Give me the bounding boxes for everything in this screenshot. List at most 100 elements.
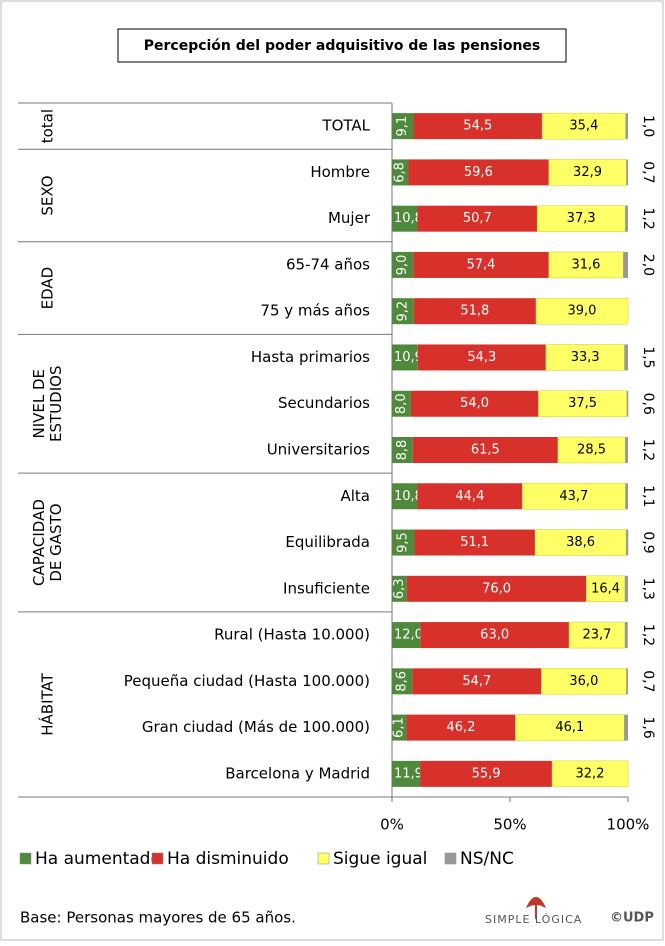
value-label: 51,1 — [460, 535, 489, 550]
group-label: EDAD — [39, 267, 57, 310]
value-label: 32,9 — [573, 165, 602, 180]
bar-segment — [538, 390, 628, 417]
bar-segment — [625, 483, 628, 510]
value-label: 35,4 — [569, 119, 598, 134]
value-label: 31,6 — [572, 257, 601, 272]
value-label: 54,3 — [467, 350, 496, 365]
value-label: 46,1 — [555, 720, 584, 735]
value-label: 59,6 — [464, 165, 493, 180]
category-label: Barcelona y Madrid — [225, 764, 370, 782]
group-label: DE GASTO — [47, 503, 65, 581]
value-label: 1,2 — [640, 439, 656, 461]
bar-segment — [410, 390, 539, 417]
bar-segment — [551, 760, 629, 788]
chart-title: Percepción del poder adquisitivo de las … — [144, 38, 541, 54]
value-label: 57,4 — [466, 257, 495, 272]
title-box — [117, 28, 567, 63]
value-label: 12,0 — [394, 628, 423, 643]
bar-segment — [548, 251, 624, 279]
bar-segment — [522, 483, 626, 510]
bar-segment — [624, 622, 628, 649]
legend-label: Ha aumentado — [35, 849, 161, 869]
legend-label: Sigue igual — [333, 849, 427, 869]
value-label: 61,5 — [471, 443, 500, 458]
value-label: 1,6 — [640, 716, 656, 738]
bar-segment — [408, 159, 549, 186]
source: Base: Personas mayores de 65 años. — [20, 909, 296, 927]
value-label: 43,7 — [559, 489, 588, 504]
bar-segment — [413, 113, 543, 140]
bar-segment — [392, 483, 418, 510]
value-label: 36,0 — [569, 674, 598, 689]
bar-segment — [413, 298, 536, 325]
value-label: 9,5 — [396, 532, 411, 553]
bar-segment — [624, 575, 628, 602]
value-label: 6,3 — [392, 578, 407, 599]
bar-segment — [515, 714, 625, 741]
category-label: Insuficiente — [283, 579, 370, 597]
value-label: 0,7 — [640, 161, 656, 183]
bar-segment — [625, 205, 628, 232]
category-label: Hasta primarios — [251, 348, 370, 366]
legend-swatch — [317, 852, 330, 865]
bar-segment — [406, 575, 587, 602]
value-label: 1,2 — [640, 208, 656, 230]
category-label: Secundarios — [278, 394, 370, 412]
bar-segment — [626, 668, 628, 695]
category-label: 75 y más años — [260, 302, 370, 320]
bar-segment — [392, 437, 413, 463]
bar-segment — [392, 622, 421, 649]
logo: SIMPLE LÓGICA — [485, 913, 582, 926]
bar-segment — [534, 529, 627, 556]
value-label: 10,8 — [394, 211, 423, 226]
bar-segment — [392, 298, 414, 325]
value-label: 8,6 — [395, 671, 410, 692]
legend-swatch — [444, 852, 457, 865]
value-label: 33,3 — [571, 350, 600, 365]
category-label: Equilibrada — [285, 533, 370, 551]
bar-segment — [392, 113, 414, 140]
value-label: 28,5 — [577, 443, 606, 458]
bar-segment — [392, 251, 414, 278]
bar-segment — [624, 344, 628, 371]
x-tick-label: 50% — [493, 816, 526, 834]
value-label: 8,8 — [395, 440, 410, 461]
group-label: SEXO — [39, 175, 57, 215]
value-label: 44,4 — [455, 489, 484, 504]
category-label: Pequeña ciudad (Hasta 100.000) — [124, 672, 370, 690]
bar-segment — [406, 714, 516, 741]
value-label: 9,2 — [395, 301, 410, 322]
category-label: 65-74 años — [286, 255, 370, 273]
bar-segment — [536, 205, 626, 232]
bar-segment — [413, 251, 549, 278]
value-label: 8,0 — [394, 393, 409, 414]
bar-segment — [545, 344, 625, 371]
bar-segment — [623, 251, 628, 278]
bar-segment — [392, 714, 407, 741]
value-label: 6,1 — [392, 717, 407, 738]
bar-segment — [624, 714, 628, 741]
value-label: 32,2 — [576, 766, 605, 781]
value-label: 55,9 — [472, 766, 501, 781]
value-label: 11,9 — [394, 766, 423, 781]
legend-swatch — [151, 852, 164, 865]
value-label: 54,5 — [463, 119, 492, 134]
bar-segment — [412, 437, 558, 463]
value-label: 51,8 — [460, 304, 489, 319]
bar-segment — [392, 390, 411, 417]
value-label: 63,0 — [480, 628, 509, 643]
value-label: 1,2 — [640, 624, 656, 646]
bar-segment — [626, 390, 629, 417]
bar-segment — [548, 159, 627, 186]
category-label: Universitarios — [267, 441, 370, 459]
x-tick-label: 0% — [380, 816, 404, 834]
category-label: Hombre — [310, 163, 370, 181]
category-label: Rural (Hasta 10.000) — [214, 626, 370, 644]
value-label: 1,1 — [640, 485, 656, 507]
bar-segment — [585, 575, 626, 603]
bar-segment — [392, 760, 421, 787]
value-label: 10,9 — [394, 350, 423, 365]
legend-label: Ha disminuido — [167, 849, 289, 869]
